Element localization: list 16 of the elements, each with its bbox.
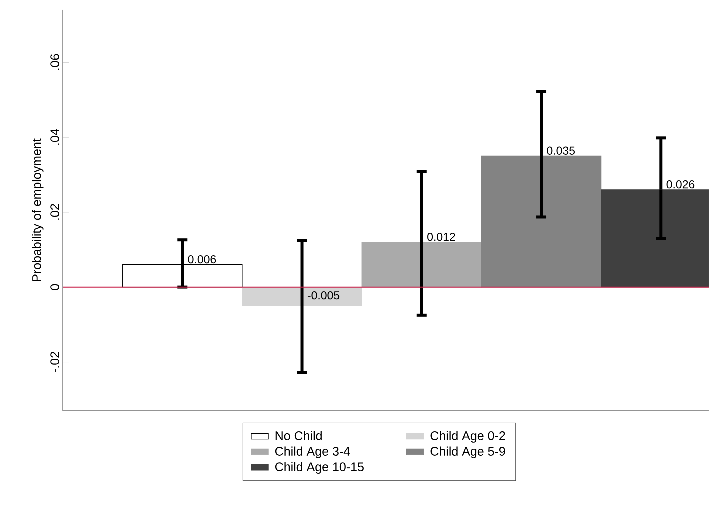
- legend-label: No Child: [276, 431, 322, 440]
- data-label: 0.006: [188, 255, 216, 264]
- y-tick-label: -.02: [50, 352, 60, 372]
- legend-label: Child Age 0-2: [430, 431, 506, 443]
- data-label: 0.012: [428, 233, 456, 242]
- y-tick-label: .06: [50, 54, 60, 70]
- legend-label: Child Age 3-4: [275, 446, 350, 458]
- y-axis-title: Probability of employment: [32, 138, 44, 282]
- y-tick-label: .02: [50, 204, 60, 220]
- data-label: 0.035: [547, 146, 576, 155]
- y-tick-label: .04: [50, 129, 60, 145]
- data-label: -0.005: [308, 292, 340, 300]
- legend-label: Child Age 5-9: [430, 446, 506, 458]
- legend-label: Child Age 10-15: [275, 462, 364, 474]
- data-label: 0.026: [666, 180, 695, 189]
- y-tick-label: 0: [50, 284, 60, 290]
